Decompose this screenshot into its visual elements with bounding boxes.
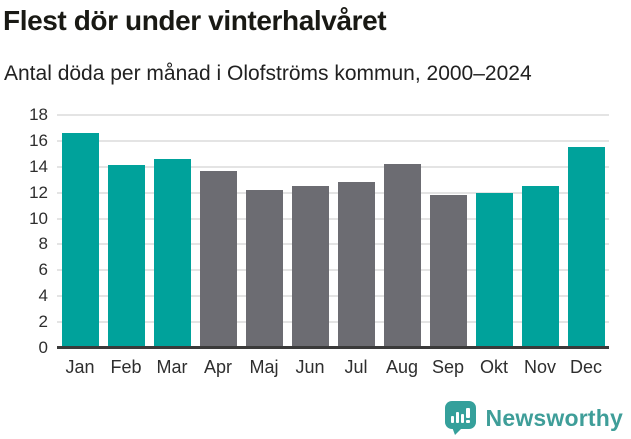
- y-tick-label-2: 2: [38, 312, 48, 332]
- bar-slot-dec: [563, 115, 609, 348]
- bar-series: [57, 115, 609, 348]
- mini-bar-icon: [460, 414, 464, 423]
- y-tick-label-6: 6: [38, 260, 48, 280]
- y-tick-label-10: 10: [29, 208, 48, 228]
- speech-bubble-tail: [451, 427, 463, 435]
- bar-slot-nov: [517, 115, 563, 348]
- x-tick-label-aug: Aug: [385, 357, 419, 377]
- gridline-6: [57, 269, 609, 272]
- y-tick-label-8: 8: [38, 234, 48, 254]
- gridline-10: [57, 217, 609, 220]
- mini-bar-icon: [450, 416, 454, 423]
- bar-okt: [475, 192, 513, 348]
- bar-jul: [337, 182, 375, 348]
- x-tick-label-okt: Okt: [479, 357, 508, 377]
- bar-mar: [153, 159, 191, 348]
- x-tick-label-dec: Dec: [569, 357, 602, 377]
- x-tick-label-jul: Jul: [344, 357, 368, 377]
- chart-subtitle: Antal döda per månad i Olofströms kommun…: [4, 62, 532, 85]
- gridline-18: [57, 114, 609, 116]
- gridline-16: [57, 139, 609, 142]
- x-tick-label-mar: Mar: [156, 357, 188, 377]
- gridline-8: [57, 243, 609, 246]
- y-axis-tick-labels: 0 2 4 6 8 10 12 14 16 18: [0, 106, 48, 356]
- bar-slot-maj: [241, 115, 287, 348]
- bar-dec: [567, 147, 605, 348]
- bar-slot-jun: [287, 115, 333, 348]
- x-axis-tick-labels: Jan Feb Mar Apr Maj Jun Jul Aug Sep Okt Nov Dec: [57, 357, 609, 378]
- bar-sep: [429, 195, 467, 348]
- bar-maj: [245, 190, 283, 348]
- y-tick-label-0: 0: [38, 338, 48, 357]
- bar-slot-okt: [471, 115, 517, 348]
- y-tick-label-18: 18: [29, 105, 48, 124]
- x-tick-label-feb: Feb: [110, 357, 142, 377]
- x-tick-label-jan: Jan: [65, 357, 95, 377]
- exclamation-dot-icon: [465, 420, 470, 423]
- gridline-4: [57, 295, 609, 298]
- bar-aug: [383, 164, 421, 348]
- x-axis-line: [57, 346, 609, 349]
- y-tick-label-14: 14: [29, 156, 48, 176]
- y-tick-label-4: 4: [38, 286, 48, 306]
- y-tick-label-12: 12: [29, 182, 48, 202]
- brand-footer: Newsworthy: [444, 401, 623, 435]
- bar-slot-jan: [57, 115, 103, 348]
- y-tick-label-16: 16: [29, 130, 48, 150]
- speech-bubble-shape: [444, 401, 476, 429]
- newsworthy-logo-icon: [444, 401, 477, 435]
- bar-apr: [199, 170, 237, 348]
- bar-jan: [61, 133, 99, 348]
- x-tick-label-maj: Maj: [249, 357, 279, 377]
- plot-area: [57, 114, 609, 349]
- gridline-14: [57, 165, 609, 168]
- mini-bar-icon: [455, 412, 459, 423]
- bar-jun: [291, 186, 329, 348]
- bar-slot-apr: [195, 115, 241, 348]
- x-tick-label-sep: Sep: [431, 357, 465, 377]
- bar-slot-sep: [425, 115, 471, 348]
- exclamation-icon: [465, 408, 470, 418]
- chart-title: Flest dör under vinterhalvåret: [3, 5, 387, 36]
- bar-nov: [521, 186, 559, 348]
- bar-slot-feb: [103, 115, 149, 348]
- x-tick-label-jun: Jun: [295, 357, 325, 377]
- bar-slot-aug: [379, 115, 425, 348]
- bar-slot-jul: [333, 115, 379, 348]
- bar-feb: [107, 165, 145, 348]
- x-tick-label-nov: Nov: [523, 357, 556, 377]
- brand-name: Newsworthy: [485, 404, 623, 431]
- gridline-2: [57, 321, 609, 324]
- x-tick-label-apr: Apr: [203, 357, 232, 377]
- bar-slot-mar: [149, 115, 195, 348]
- gridline-12: [57, 191, 609, 194]
